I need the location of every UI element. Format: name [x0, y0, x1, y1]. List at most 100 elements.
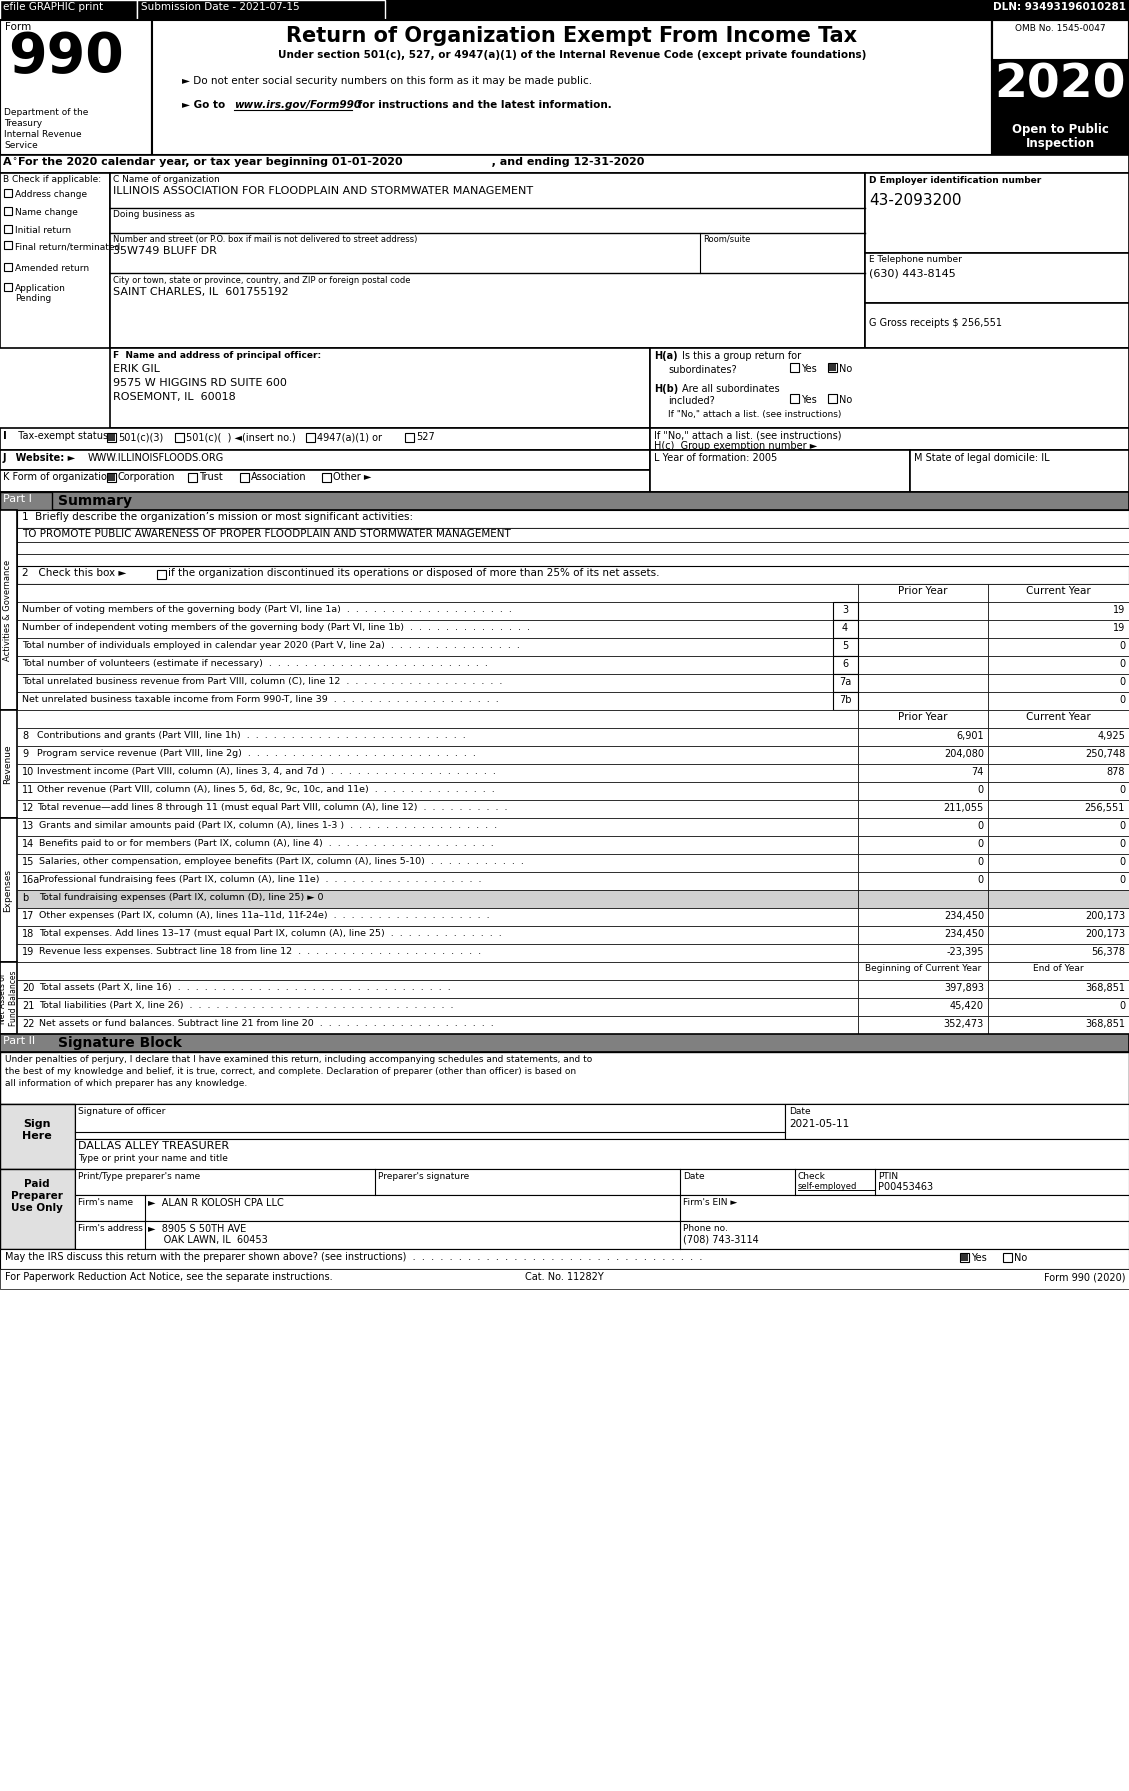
- Text: For Paperwork Reduction Act Notice, see the separate instructions.: For Paperwork Reduction Act Notice, see …: [5, 1272, 333, 1282]
- Text: Net assets or fund balances. Subtract line 21 from line 20  .  .  .  .  .  .  . : Net assets or fund balances. Subtract li…: [40, 1019, 493, 1028]
- Text: Print/Type preparer's name: Print/Type preparer's name: [78, 1171, 200, 1180]
- Text: Service: Service: [5, 141, 37, 150]
- Text: Revenue: Revenue: [3, 745, 12, 784]
- Bar: [988, 727, 1129, 747]
- Bar: [858, 783, 988, 801]
- Bar: [988, 818, 1129, 836]
- Bar: [0, 469, 650, 493]
- Bar: [0, 1270, 1129, 1290]
- Text: 12: 12: [21, 802, 34, 813]
- Text: Program service revenue (Part VIII, line 2g)  .  .  .  .  .  .  .  .  .  .  .  .: Program service revenue (Part VIII, line…: [37, 749, 476, 758]
- Bar: [0, 450, 650, 469]
- Text: 0: 0: [978, 784, 984, 795]
- Text: Activities & Governance: Activities & Governance: [3, 559, 12, 661]
- Text: Address change: Address change: [15, 190, 87, 199]
- Text: 2   Check this box ►: 2 Check this box ►: [21, 568, 126, 578]
- Text: May the IRS discuss this return with the preparer shown above? (see instructions: May the IRS discuss this return with the…: [5, 1252, 702, 1263]
- Text: C Name of organization: C Name of organization: [113, 176, 220, 184]
- Bar: [858, 602, 988, 620]
- Text: 43-2093200: 43-2093200: [869, 193, 962, 208]
- Text: If "No," attach a list. (see instructions): If "No," attach a list. (see instruction…: [668, 410, 841, 419]
- Bar: [858, 998, 988, 1015]
- Bar: [988, 872, 1129, 890]
- Bar: [988, 747, 1129, 765]
- Bar: [858, 801, 988, 818]
- Bar: [858, 656, 988, 673]
- Bar: [17, 566, 1129, 584]
- Bar: [858, 691, 988, 709]
- Text: subordinates?: subordinates?: [668, 365, 736, 374]
- Text: Firm's address: Firm's address: [78, 1223, 143, 1232]
- Text: ERIK GIL: ERIK GIL: [113, 364, 160, 374]
- Bar: [988, 709, 1129, 727]
- Text: Initial return: Initial return: [15, 226, 71, 235]
- Bar: [992, 120, 1129, 156]
- Text: Application: Application: [15, 285, 65, 294]
- Text: 1  Briefly describe the organization’s mission or most significant activities:: 1 Briefly describe the organization’s mi…: [21, 512, 413, 521]
- Text: Contributions and grants (Part VIII, line 1h)  .  .  .  .  .  .  .  .  .  .  .  : Contributions and grants (Part VIII, lin…: [37, 731, 466, 740]
- Bar: [5, 208, 12, 215]
- Bar: [858, 638, 988, 656]
- Bar: [17, 510, 1129, 528]
- Bar: [828, 364, 837, 373]
- Bar: [110, 347, 650, 428]
- Text: End of Year: End of Year: [1033, 964, 1084, 973]
- Text: 18: 18: [21, 930, 34, 938]
- Bar: [0, 1170, 75, 1248]
- Bar: [75, 1139, 1129, 1170]
- Bar: [988, 638, 1129, 656]
- Text: Number of voting members of the governing body (Part VI, line 1a)  .  .  .  .  .: Number of voting members of the governin…: [21, 605, 511, 614]
- Text: 0: 0: [1119, 695, 1124, 706]
- Bar: [988, 656, 1129, 673]
- Text: self-employed: self-employed: [798, 1182, 857, 1191]
- Bar: [833, 620, 858, 638]
- Text: Pending: Pending: [15, 294, 51, 303]
- Bar: [865, 174, 1129, 253]
- Bar: [17, 980, 858, 998]
- Text: H(a): H(a): [654, 351, 677, 362]
- Text: 6: 6: [842, 659, 848, 670]
- Bar: [988, 908, 1129, 926]
- Bar: [17, 709, 858, 727]
- Text: K Form of organization:: K Form of organization:: [3, 473, 116, 482]
- Text: Other revenue (Part VIII, column (A), lines 5, 6d, 8c, 9c, 10c, and 11e)  .  .  : Other revenue (Part VIII, column (A), li…: [37, 784, 495, 793]
- Bar: [17, 818, 858, 836]
- Text: Firm's name: Firm's name: [78, 1198, 133, 1207]
- Bar: [988, 673, 1129, 691]
- Bar: [0, 0, 137, 20]
- Bar: [988, 691, 1129, 709]
- Text: Is this a group return for: Is this a group return for: [682, 351, 802, 362]
- Text: 8: 8: [21, 731, 28, 741]
- Text: Net Assets or
Fund Balances: Net Assets or Fund Balances: [0, 971, 18, 1026]
- Bar: [650, 450, 910, 493]
- Text: Current Year: Current Year: [1025, 713, 1091, 722]
- Bar: [175, 433, 184, 442]
- Text: E Telephone number: E Telephone number: [869, 254, 962, 263]
- Text: ROSEMONT, IL  60018: ROSEMONT, IL 60018: [113, 392, 236, 401]
- Bar: [405, 433, 414, 442]
- Text: Preparer: Preparer: [11, 1191, 63, 1202]
- Bar: [858, 818, 988, 836]
- Text: Prior Year: Prior Year: [899, 586, 947, 596]
- Text: Cat. No. 11282Y: Cat. No. 11282Y: [525, 1272, 603, 1282]
- Text: 16a: 16a: [21, 876, 41, 885]
- Bar: [833, 656, 858, 673]
- Text: 0: 0: [978, 858, 984, 867]
- Text: 4947(a)(1) or: 4947(a)(1) or: [317, 432, 382, 442]
- Bar: [790, 364, 799, 373]
- Bar: [0, 1033, 1129, 1051]
- Text: 0: 0: [1119, 659, 1124, 670]
- Text: Association: Association: [251, 473, 307, 482]
- Bar: [858, 709, 988, 727]
- Bar: [0, 1051, 1129, 1103]
- Bar: [152, 20, 992, 156]
- Bar: [107, 433, 116, 442]
- Bar: [17, 890, 858, 908]
- Text: 250,748: 250,748: [1085, 749, 1124, 759]
- Text: 2020: 2020: [995, 63, 1126, 107]
- Text: Part II: Part II: [3, 1035, 35, 1046]
- Text: Grants and similar amounts paid (Part IX, column (A), lines 1-3 )  .  .  .  .  .: Grants and similar amounts paid (Part IX…: [40, 820, 497, 829]
- Bar: [17, 673, 858, 691]
- Bar: [107, 473, 116, 482]
- Bar: [650, 428, 1129, 450]
